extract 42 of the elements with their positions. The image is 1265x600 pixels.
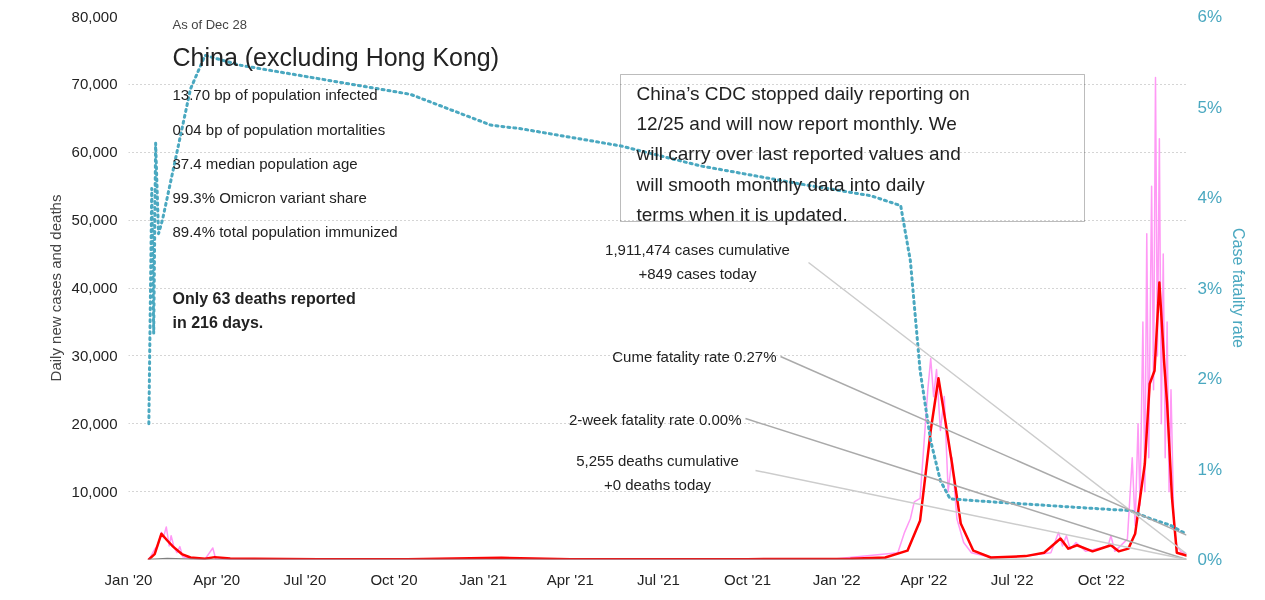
annotation: 2-week fatality rate 0.00% — [568, 411, 742, 428]
y2-tick-label: 1% — [1197, 459, 1223, 479]
y2-tick-label: 3% — [1197, 278, 1223, 298]
x-tick-label: Oct '21 — [724, 570, 772, 588]
x-tick-label: Apr '22 — [900, 570, 948, 588]
annotation: 89.4% total population immunized — [172, 223, 398, 240]
annotation: 0.04 bp of population mortalities — [172, 121, 386, 138]
y-tick-label: 70,000 — [71, 75, 118, 93]
annotation: Only 63 deaths reported in 216 days. — [172, 289, 356, 332]
annotation: 99.3% Omicron variant share — [172, 189, 367, 206]
x-tick-label: Apr '21 — [546, 570, 594, 588]
text: China (excluding Hong Kong) — [172, 42, 500, 71]
y2-tick-label: 2% — [1197, 369, 1223, 388]
x-tick-label: Jan '21 — [459, 570, 508, 588]
annotation: 1,911,474 cases cumulative +849 cases today — [605, 240, 790, 283]
x-tick-label: Jul '20 — [283, 570, 327, 588]
y-tick-label: 10,000 — [71, 482, 118, 500]
line-series — [147, 281, 1187, 560]
annotation: 37.4 median population age — [172, 155, 358, 172]
x-tick-label: Jul '21 — [637, 570, 680, 588]
x-tick-label: Jan '22 — [812, 570, 861, 588]
y2-tick-label: 0% — [1197, 550, 1223, 569]
y2-tick-label: 4% — [1197, 188, 1223, 207]
x-tick-label: Jul '22 — [990, 570, 1034, 588]
y-tick-label: 60,000 — [71, 143, 118, 161]
y-tick-label: 80,000 — [71, 7, 118, 25]
x-tick-label: Oct '20 — [370, 570, 418, 588]
y2-tick-label: 5% — [1197, 97, 1223, 117]
y-tick-label: 20,000 — [71, 414, 118, 432]
annotation: 5,255 deaths cumulative +0 deaths today — [576, 451, 739, 494]
x-tick-label: Oct '22 — [1077, 570, 1125, 588]
y-tick-label: 50,000 — [71, 211, 118, 229]
x-tick-label: Apr '20 — [193, 570, 241, 588]
annotation: Cume fatality rate 0.27% — [612, 348, 777, 365]
x-tick-label: Jan '20 — [104, 570, 153, 588]
chart-subtitle: As of Dec 28 — [172, 17, 247, 32]
y-axis-title: Daily new cases and deaths — [46, 194, 64, 382]
y2-tick-label: 6% — [1197, 7, 1223, 26]
annotation: 13.70 bp of population infected — [172, 86, 378, 103]
y-tick-label: 40,000 — [71, 279, 118, 296]
y2-axis-title: Case fatality rate — [1230, 227, 1248, 349]
y-tick-label: 30,000 — [71, 346, 118, 364]
